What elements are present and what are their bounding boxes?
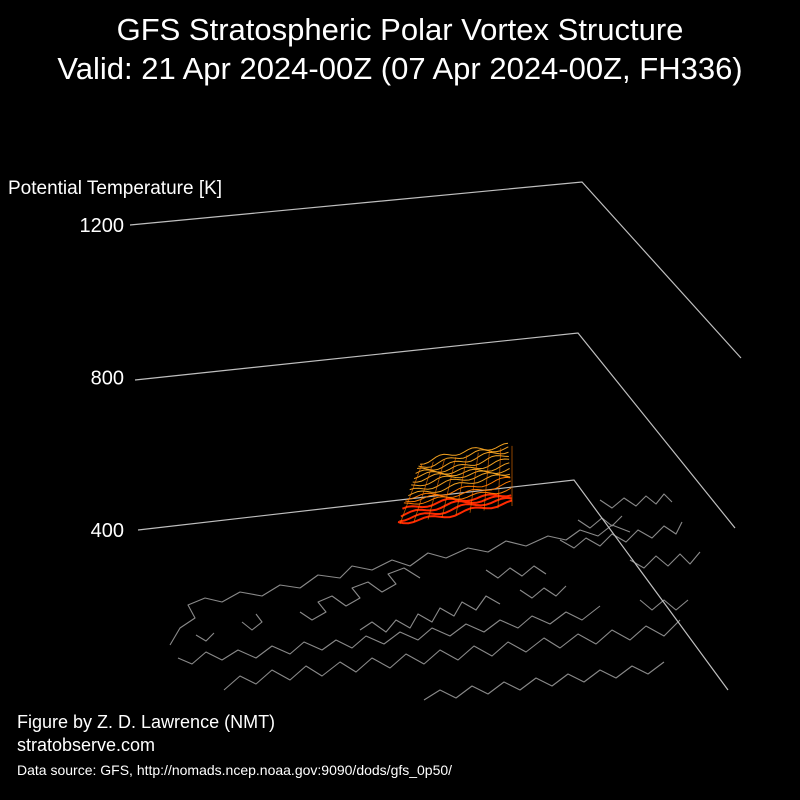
vortex-contour <box>397 499 513 525</box>
coastline-segment <box>485 565 547 579</box>
z-tick-label: 400 <box>91 520 124 542</box>
coastline-segment <box>169 524 631 646</box>
vortex-rib <box>483 450 490 511</box>
coastline-segment <box>423 661 665 701</box>
chart-title: GFS Stratospheric Polar Vortex Structure <box>116 12 684 47</box>
vortex-contour <box>412 462 510 483</box>
coastline-segment <box>223 619 681 691</box>
vortex-rib <box>441 457 457 518</box>
coastline-map <box>169 493 701 701</box>
coastline-segment <box>195 632 215 642</box>
z-axis-label: Potential Temperature [K] <box>8 178 222 199</box>
vortex-contour <box>419 442 509 465</box>
vortex-rib <box>413 461 434 522</box>
coastline-segment <box>359 595 501 633</box>
axis-frame <box>129 181 742 691</box>
vortex-contour <box>405 480 511 503</box>
z-tick-label: 1200 <box>80 215 125 237</box>
level-outline-1200 <box>129 181 742 359</box>
level-outline-800 <box>134 332 736 529</box>
vortex-rib <box>455 454 468 516</box>
coastline-segment <box>241 613 263 631</box>
vortex-contour <box>403 487 512 505</box>
figure-credit: Figure by Z. D. Lawrence (NMT) <box>17 712 276 732</box>
vortex-contour <box>411 468 510 487</box>
coastline-segment <box>599 493 673 509</box>
vortex-contour <box>417 451 509 471</box>
level-outline-400 <box>137 479 729 691</box>
chart-subtitle: Valid: 21 Apr 2024-00Z (07 Apr 2024-00Z,… <box>57 51 743 86</box>
vortex-rib <box>469 452 479 513</box>
data-source: Data source: GFS, http://nomads.ncep.noa… <box>17 762 453 778</box>
vortex-isosurface <box>397 442 513 525</box>
coastline-segment <box>559 521 683 549</box>
vortex-rib <box>427 459 445 520</box>
vortex-contour <box>399 496 512 523</box>
vortex-rib <box>399 463 423 525</box>
vortex-contour <box>408 474 511 497</box>
vortex-contour <box>418 446 509 468</box>
z-axis-ticks: 400 800 1200 <box>80 215 125 542</box>
vortex-contour <box>400 495 512 518</box>
z-tick-label: 800 <box>91 368 124 390</box>
coastline-segment <box>639 599 689 611</box>
vortex-contour <box>406 476 511 501</box>
coastline-segment <box>299 567 421 621</box>
coastline-segment <box>177 605 601 665</box>
vortex-contour <box>415 455 509 474</box>
coastline-segment <box>629 551 701 569</box>
site-credit[interactable]: stratobserve.com <box>17 735 156 755</box>
coastline-segment <box>519 585 567 599</box>
vortex-rib <box>497 448 502 509</box>
